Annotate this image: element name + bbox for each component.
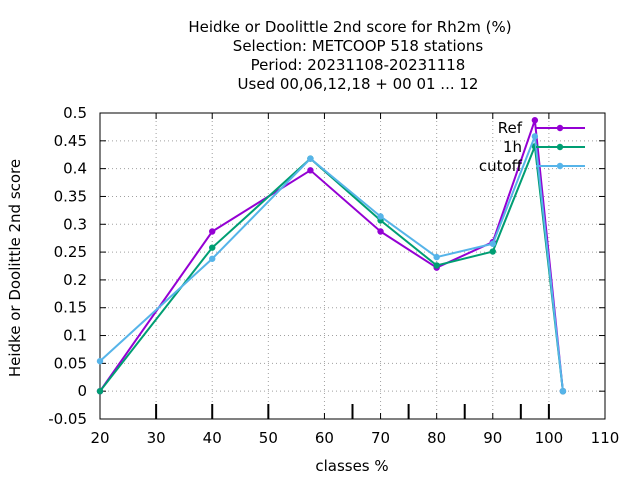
x-tick-label: 110 xyxy=(591,429,620,447)
data-point xyxy=(377,213,384,220)
plot-frame xyxy=(99,112,606,420)
title-line-4: Used 00,06,12,18 + 00 01 ... 12 xyxy=(238,75,479,93)
x-tick-label: 30 xyxy=(147,429,166,447)
data-point xyxy=(433,253,440,261)
legend-label: cutoff xyxy=(479,157,523,175)
y-tick-label: 0.3 xyxy=(63,215,87,233)
legend-label: 1h xyxy=(503,138,522,156)
y-tick-label: -0.05 xyxy=(48,410,87,428)
data-point xyxy=(559,387,567,395)
data-point xyxy=(96,357,104,365)
y-axis-label: Heidke or Doolittle 2nd score xyxy=(6,159,24,377)
y-tick-label: 0.1 xyxy=(63,327,87,345)
chart-title: Heidke or Doolittle 2nd score for Rh2m (… xyxy=(188,18,511,93)
series xyxy=(96,117,567,395)
title-line-1: Heidke or Doolittle 2nd score for Rh2m (… xyxy=(188,18,511,36)
x-tick-label: 20 xyxy=(90,429,109,447)
title-line-3: Period: 20231108-20231118 xyxy=(251,56,466,74)
data-point xyxy=(377,228,384,235)
series-line xyxy=(99,146,564,392)
axis-ticks: 20 30 40 50 60 70 80 90 100 110 -0.05 0 0.05 0.1 0.15 0… xyxy=(48,104,619,447)
x-tick-label: 80 xyxy=(427,429,446,447)
y-tick-label: 0.15 xyxy=(54,299,87,317)
data-point xyxy=(209,228,216,235)
data-point xyxy=(209,255,216,262)
data-point xyxy=(307,167,314,174)
x-tick-label: 40 xyxy=(203,429,222,447)
y-tick-label: 0.25 xyxy=(54,243,87,261)
data-point xyxy=(96,387,104,395)
legend-marker xyxy=(556,124,564,132)
y-tick-label: 0.4 xyxy=(63,160,87,178)
data-point xyxy=(209,244,216,251)
data-point xyxy=(489,248,496,255)
data-point xyxy=(433,262,440,269)
y-tick-label: 0.05 xyxy=(54,354,87,372)
x-tick-label: 90 xyxy=(483,429,502,447)
legend-marker xyxy=(556,143,564,151)
series-line xyxy=(99,119,564,392)
title-line-2: Selection: METCOOP 518 stations xyxy=(233,37,484,55)
series-1h xyxy=(96,143,567,395)
data-point xyxy=(489,240,496,247)
x-tick-label: 70 xyxy=(371,429,390,447)
data-point xyxy=(531,133,539,140)
y-tick-label: 0 xyxy=(77,382,87,400)
y-tick-label: 0.35 xyxy=(54,187,87,205)
data-point xyxy=(531,117,539,124)
x-tick-label: 100 xyxy=(535,429,564,447)
x-tick-label: 50 xyxy=(259,429,278,447)
series-line xyxy=(99,136,564,392)
legend-marker xyxy=(556,162,564,170)
x-axis-label: classes % xyxy=(315,457,388,475)
y-tick-label: 0.2 xyxy=(63,271,87,289)
y-tick-label: 0.45 xyxy=(54,132,87,150)
class-boundaries xyxy=(155,404,550,419)
series-cutoff xyxy=(96,133,567,395)
y-tick-label: 0.5 xyxy=(63,104,87,122)
x-tick-label: 60 xyxy=(315,429,334,447)
data-point xyxy=(307,155,314,162)
legend-label: Ref xyxy=(498,119,523,137)
